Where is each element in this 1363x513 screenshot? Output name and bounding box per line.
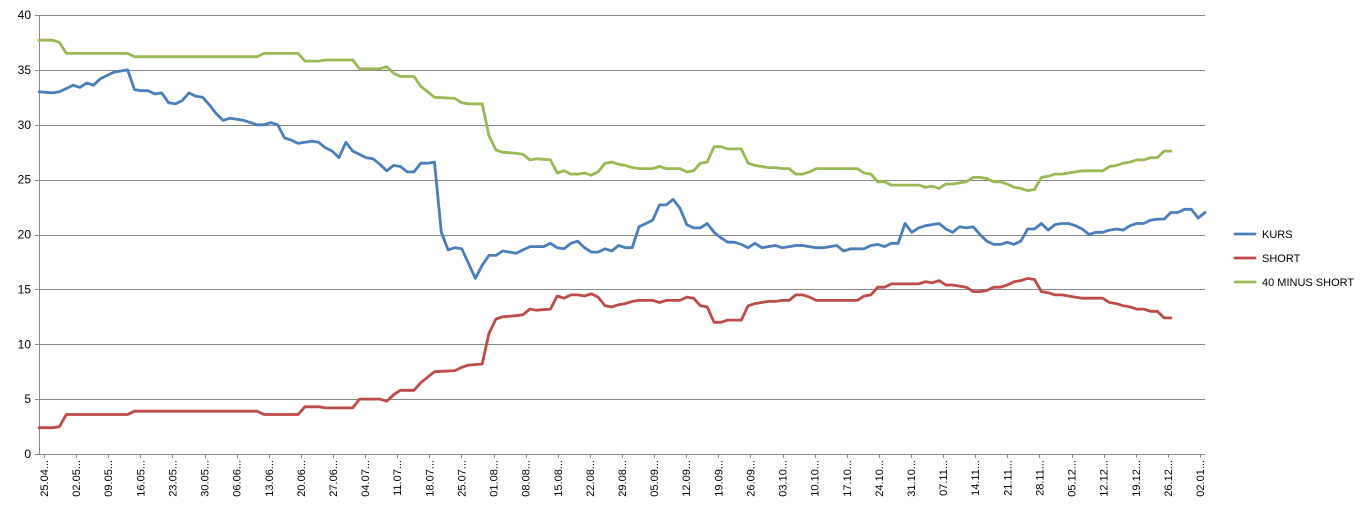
x-tick-label: 22.08... — [585, 460, 597, 497]
x-tick-label: 19.09... — [713, 460, 725, 497]
x-tick-label: 11.07... — [392, 460, 404, 496]
x-tick-label: 28.11... — [1034, 460, 1046, 496]
y-tick-label: 15 — [18, 282, 32, 296]
y-tick-label: 25 — [18, 173, 32, 187]
x-tick-label: 15.08... — [553, 460, 565, 497]
x-tick-label: 10.10... — [810, 460, 822, 497]
x-tick-label: 17.10... — [842, 460, 854, 497]
x-tick-label: 01.08... — [489, 460, 501, 497]
y-tick-label: 0 — [24, 447, 31, 461]
x-tick-label: 25.07... — [456, 460, 468, 497]
x-tick-label: 06.06... — [232, 460, 244, 497]
x-tick-label: 26.12... — [1163, 460, 1175, 497]
y-tick-label: 40 — [18, 8, 32, 22]
x-tick-label: 21.11... — [1002, 460, 1014, 496]
x-tick-label: 19.12... — [1131, 460, 1143, 497]
x-tick-label: 08.08... — [521, 460, 533, 497]
x-axis-ticks: 25.04... 02.05... 09.05... 16.05... 23.05...… — [39, 460, 1207, 497]
x-tick-label: 29.08... — [617, 460, 629, 497]
x-tick-label: 31.10... — [906, 460, 918, 497]
series-line-kurs — [37, 68, 1207, 280]
series-line-40-minus-short — [37, 38, 1173, 192]
x-tick-label: 23.05... — [167, 460, 179, 497]
series-lines — [37, 38, 1207, 430]
x-tick-label: 12.12... — [1099, 460, 1111, 497]
x-tick-label: 14.11... — [970, 460, 982, 496]
x-tick-label: 04.07... — [360, 460, 372, 497]
x-tick-label: 02.05... — [71, 460, 83, 497]
series-line-short — [37, 277, 1173, 430]
x-tick-label: 26.09... — [745, 460, 757, 497]
x-tick-label: 05.09... — [649, 460, 661, 497]
legend: KURS SHORT 40 MINUS SHORT — [1233, 229, 1354, 289]
x-tick-label: 12.09... — [681, 460, 693, 497]
x-tick-label: 05.12... — [1067, 460, 1079, 497]
x-tick-label: 02.01... — [1195, 460, 1207, 497]
x-tick-label: 20.06... — [296, 460, 308, 497]
legend-label: SHORT — [1262, 253, 1301, 265]
x-tick-label: 09.05... — [103, 460, 115, 497]
y-tick-label: 30 — [18, 118, 32, 132]
y-tick-label: 35 — [18, 63, 32, 77]
x-tick-label: 07.11... — [938, 460, 950, 496]
legend-label: 40 MINUS SHORT — [1262, 277, 1354, 289]
x-tick-label: 03.10... — [778, 460, 790, 497]
x-tick-label: 24.10... — [874, 460, 886, 497]
y-tick-label: 10 — [18, 337, 32, 351]
y-axis-ticks: 0 5 10 15 20 25 30 35 40 — [18, 8, 32, 461]
axes — [35, 15, 1205, 458]
x-tick-label: 18.07... — [424, 460, 436, 497]
x-tick-label: 25.04... — [39, 460, 51, 497]
gridlines — [39, 15, 1205, 400]
x-tick-label: 16.05... — [135, 460, 147, 497]
x-tick-label: 30.05... — [200, 460, 212, 497]
y-tick-label: 5 — [24, 392, 31, 406]
y-tick-label: 20 — [18, 228, 32, 242]
x-tick-label: 13.06... — [264, 460, 276, 497]
x-tick-label: 27.06... — [328, 460, 340, 497]
legend-label: KURS — [1262, 229, 1293, 241]
